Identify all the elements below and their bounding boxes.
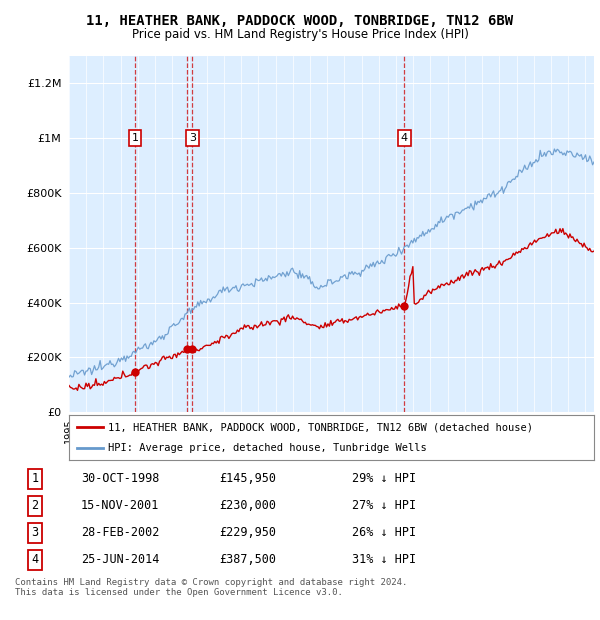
Text: 4: 4 [31,554,38,567]
Text: 1: 1 [131,133,139,143]
Text: 25-JUN-2014: 25-JUN-2014 [81,554,160,567]
Text: £230,000: £230,000 [220,499,277,512]
Text: 26% ↓ HPI: 26% ↓ HPI [352,526,416,539]
Text: HPI: Average price, detached house, Tunbridge Wells: HPI: Average price, detached house, Tunb… [109,443,427,453]
Text: 15-NOV-2001: 15-NOV-2001 [81,499,160,512]
Text: £387,500: £387,500 [220,554,277,567]
Text: 3: 3 [31,526,38,539]
Text: 27% ↓ HPI: 27% ↓ HPI [352,499,416,512]
Text: 3: 3 [189,133,196,143]
Text: 31% ↓ HPI: 31% ↓ HPI [352,554,416,567]
Text: £145,950: £145,950 [220,472,277,485]
Text: 29% ↓ HPI: 29% ↓ HPI [352,472,416,485]
Text: Contains HM Land Registry data © Crown copyright and database right 2024.
This d: Contains HM Land Registry data © Crown c… [15,578,407,597]
Text: 28-FEB-2002: 28-FEB-2002 [81,526,160,539]
Text: 4: 4 [401,133,408,143]
Text: Price paid vs. HM Land Registry's House Price Index (HPI): Price paid vs. HM Land Registry's House … [131,28,469,41]
Text: 2: 2 [31,499,38,512]
Text: 1: 1 [31,472,38,485]
Text: 11, HEATHER BANK, PADDOCK WOOD, TONBRIDGE, TN12 6BW (detached house): 11, HEATHER BANK, PADDOCK WOOD, TONBRIDG… [109,422,533,433]
Text: £229,950: £229,950 [220,526,277,539]
Text: 30-OCT-1998: 30-OCT-1998 [81,472,160,485]
Text: 11, HEATHER BANK, PADDOCK WOOD, TONBRIDGE, TN12 6BW: 11, HEATHER BANK, PADDOCK WOOD, TONBRIDG… [86,14,514,29]
